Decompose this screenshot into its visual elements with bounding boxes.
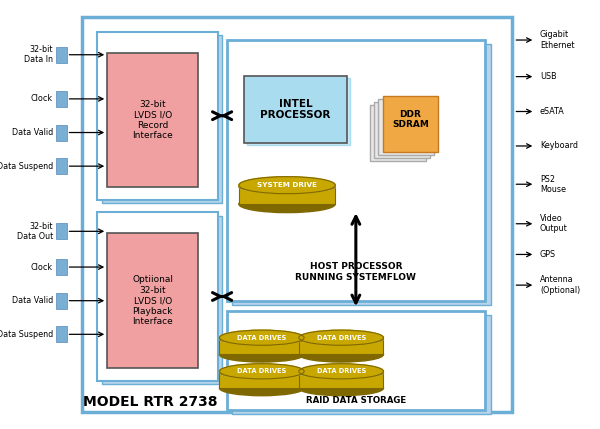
FancyBboxPatch shape	[232, 315, 491, 414]
Text: DATA DRIVES: DATA DRIVES	[317, 369, 366, 375]
Ellipse shape	[299, 335, 383, 344]
FancyBboxPatch shape	[227, 311, 485, 410]
Ellipse shape	[220, 381, 304, 396]
Text: 32-bit
Data Out: 32-bit Data Out	[17, 222, 53, 241]
Text: USB: USB	[540, 72, 557, 81]
Ellipse shape	[220, 335, 304, 344]
Text: Video
Output: Video Output	[540, 214, 568, 233]
Text: eSATA: eSATA	[540, 107, 565, 116]
FancyBboxPatch shape	[220, 373, 304, 388]
FancyBboxPatch shape	[56, 259, 67, 275]
Ellipse shape	[299, 347, 383, 362]
Ellipse shape	[220, 347, 304, 362]
FancyBboxPatch shape	[383, 96, 439, 152]
FancyBboxPatch shape	[102, 35, 223, 203]
FancyBboxPatch shape	[244, 76, 347, 143]
Text: SYSTEM DRIVE: SYSTEM DRIVE	[257, 182, 317, 188]
Ellipse shape	[239, 196, 335, 213]
Text: PS2
Mouse: PS2 Mouse	[540, 175, 566, 194]
Text: GPS: GPS	[540, 250, 556, 259]
Ellipse shape	[239, 182, 335, 192]
Text: Keyboard: Keyboard	[540, 142, 578, 151]
FancyBboxPatch shape	[232, 44, 491, 305]
FancyBboxPatch shape	[56, 91, 67, 107]
FancyBboxPatch shape	[56, 158, 67, 174]
FancyBboxPatch shape	[56, 124, 67, 141]
FancyBboxPatch shape	[299, 373, 383, 388]
FancyBboxPatch shape	[107, 53, 198, 187]
Ellipse shape	[299, 381, 383, 396]
Ellipse shape	[220, 364, 304, 379]
Ellipse shape	[299, 330, 383, 345]
Ellipse shape	[299, 364, 383, 379]
FancyBboxPatch shape	[107, 233, 198, 368]
Text: Data Suspend: Data Suspend	[0, 162, 53, 171]
Text: DATA DRIVES: DATA DRIVES	[237, 335, 286, 341]
FancyBboxPatch shape	[370, 105, 426, 161]
Text: Data Suspend: Data Suspend	[0, 330, 53, 339]
Ellipse shape	[299, 369, 383, 378]
Text: Antenna
(Optional): Antenna (Optional)	[540, 275, 580, 295]
Text: MODEL RTR 2738: MODEL RTR 2738	[83, 395, 217, 408]
Text: HOST PROCESSOR
RUNNING SYSTEMFLOW: HOST PROCESSOR RUNNING SYSTEMFLOW	[295, 263, 416, 282]
FancyBboxPatch shape	[97, 32, 218, 200]
FancyBboxPatch shape	[97, 212, 218, 381]
FancyBboxPatch shape	[374, 102, 430, 158]
Text: Gigabit
Ethernet: Gigabit Ethernet	[540, 30, 574, 50]
Text: Optiional
32-bit
LVDS I/O
Playback
Interface: Optiional 32-bit LVDS I/O Playback Inter…	[132, 275, 173, 326]
FancyBboxPatch shape	[56, 47, 67, 63]
FancyBboxPatch shape	[56, 224, 67, 239]
Text: 32-bit
LVDS I/O
Record
Interface: 32-bit LVDS I/O Record Interface	[133, 100, 173, 140]
FancyBboxPatch shape	[56, 326, 67, 342]
Text: 32-bit
Data In: 32-bit Data In	[24, 45, 53, 64]
FancyBboxPatch shape	[56, 293, 67, 309]
Text: DDR
SDRAM: DDR SDRAM	[392, 110, 429, 130]
FancyBboxPatch shape	[82, 17, 512, 412]
FancyBboxPatch shape	[239, 187, 335, 204]
FancyBboxPatch shape	[379, 99, 434, 155]
Text: INTEL
PROCESSOR: INTEL PROCESSOR	[260, 99, 331, 120]
Ellipse shape	[239, 177, 335, 193]
Ellipse shape	[220, 369, 304, 378]
Text: RAID DATA STORAGE: RAID DATA STORAGE	[306, 396, 406, 405]
Ellipse shape	[220, 330, 304, 345]
FancyBboxPatch shape	[227, 40, 485, 301]
Text: Clock: Clock	[31, 263, 53, 272]
Text: DATA DRIVES: DATA DRIVES	[317, 335, 366, 341]
FancyBboxPatch shape	[247, 78, 350, 145]
Text: Clock: Clock	[31, 94, 53, 103]
Text: Data Valid: Data Valid	[12, 296, 53, 305]
FancyBboxPatch shape	[299, 339, 383, 354]
FancyBboxPatch shape	[102, 216, 223, 384]
FancyBboxPatch shape	[220, 339, 304, 354]
Text: Data Valid: Data Valid	[12, 128, 53, 137]
Text: DATA DRIVES: DATA DRIVES	[237, 369, 286, 375]
